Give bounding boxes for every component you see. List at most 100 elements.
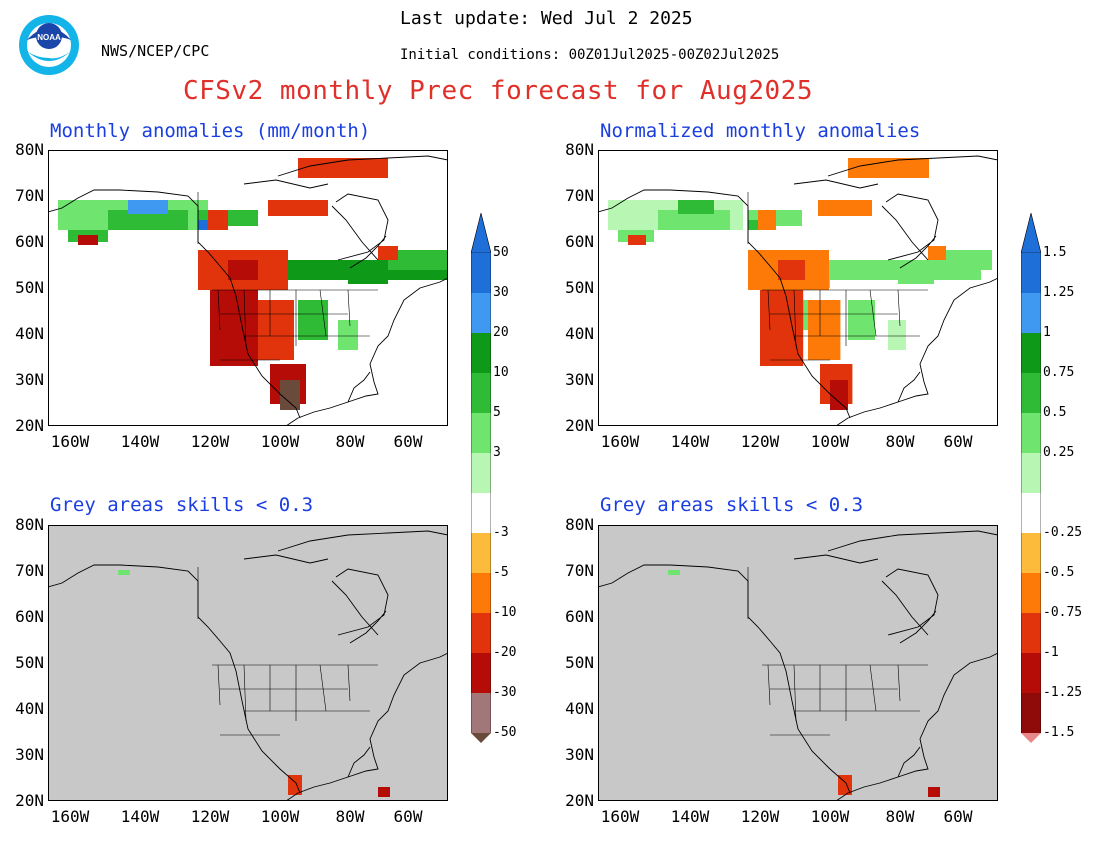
colorbar-segment	[471, 533, 491, 573]
colorbar-segment	[471, 413, 491, 453]
lat-tick-label: 20N	[565, 416, 594, 435]
dry-anomaly-patch	[808, 300, 841, 360]
skill-patch	[928, 787, 940, 797]
wet-anomaly-patch	[938, 250, 992, 270]
wet-anomaly-patch	[128, 200, 168, 214]
lat-tick-label: 50N	[565, 653, 594, 672]
colorbar-segment	[471, 653, 491, 693]
colorbar-label: 1	[1043, 325, 1051, 340]
colorbar-label: 0.75	[1043, 365, 1075, 380]
initial-conditions: Initial conditions: 00Z01Jul2025-00Z02Ju…	[400, 47, 780, 63]
colorbar-arrow-bottom	[471, 733, 491, 743]
colorbar-segment	[471, 693, 491, 733]
colorbar-anomalies	[471, 213, 491, 743]
wet-anomaly-patch	[678, 200, 714, 214]
colorbar-label: 0.5	[1043, 405, 1067, 420]
lat-tick-label: 80N	[15, 140, 44, 159]
dry-anomaly-patch	[210, 290, 258, 366]
lat-tick-label: 80N	[565, 140, 594, 159]
lat-tick-label: 50N	[15, 653, 44, 672]
lon-tick-label: 100W	[810, 807, 850, 826]
dry-anomaly-patch	[298, 158, 388, 178]
colorbar-label: -1.25	[1043, 685, 1083, 700]
colorbar-segment	[1021, 493, 1041, 533]
colorbar-label: 50	[493, 245, 509, 260]
colorbar-segment	[1021, 293, 1041, 333]
colorbar-label: -0.75	[1043, 605, 1083, 620]
colorbar-label: -5	[493, 565, 509, 580]
colorbar-segment	[471, 333, 491, 373]
wet-anomaly-patch	[898, 270, 934, 284]
colorbar-label: 5	[493, 405, 501, 420]
dry-anomaly-patch	[268, 200, 328, 216]
colorbar-segment	[471, 453, 491, 493]
lat-tick-label: 40N	[565, 324, 594, 343]
lat-tick-label: 30N	[565, 745, 594, 764]
page-title: CFSv2 monthly Prec forecast for Aug2025	[183, 76, 813, 106]
wet-anomaly-patch	[298, 300, 328, 340]
lon-tick-label: 100W	[260, 432, 300, 451]
lat-tick-label: 80N	[15, 515, 44, 534]
lat-tick-label: 40N	[15, 324, 44, 343]
lat-tick-label: 70N	[15, 186, 44, 205]
lon-tick-label: 120W	[740, 432, 780, 451]
colorbar-segment	[1021, 653, 1041, 693]
lat-tick-label: 30N	[565, 370, 594, 389]
skill-patch	[668, 570, 680, 575]
colorbar-segment	[471, 293, 491, 333]
lon-tick-label: 160W	[600, 432, 640, 451]
panel-title-skill-left: Grey areas skills < 0.3	[50, 494, 314, 516]
wet-anomaly-patch	[658, 210, 730, 230]
lon-tick-label: 160W	[600, 807, 640, 826]
colorbar-label: -0.5	[1043, 565, 1075, 580]
colorbar-label: -3	[493, 525, 509, 540]
colorbar-label: 30	[493, 285, 509, 300]
logo-text: NOAA	[37, 33, 61, 42]
colorbar-normalized	[1021, 213, 1041, 743]
colorbar-label: -30	[493, 685, 517, 700]
dry-anomaly-patch	[760, 290, 804, 366]
lon-tick-label: 100W	[810, 432, 850, 451]
lat-tick-label: 40N	[565, 699, 594, 718]
colorbar-label: -50	[493, 725, 517, 740]
skill-patch	[378, 787, 390, 797]
colorbar-label: 0.25	[1043, 445, 1075, 460]
dry-anomaly-patch	[228, 260, 258, 280]
wet-anomaly-patch	[748, 220, 766, 230]
lat-tick-label: 60N	[15, 232, 44, 251]
colorbar-segment	[1021, 453, 1041, 493]
lon-tick-label: 100W	[260, 807, 300, 826]
lat-tick-label: 50N	[15, 278, 44, 297]
noaa-logo: NOAA	[19, 15, 79, 75]
wet-anomaly-patch	[108, 210, 188, 230]
colorbar-label: 20	[493, 325, 509, 340]
lat-tick-label: 70N	[565, 561, 594, 580]
lon-tick-label: 120W	[190, 432, 230, 451]
colorbar-label: -0.25	[1043, 525, 1083, 540]
dry-anomaly-patch	[208, 210, 228, 230]
lon-tick-label: 120W	[740, 807, 780, 826]
colorbar-label: 10	[493, 365, 509, 380]
dry-anomaly-patch	[778, 260, 805, 280]
lat-tick-label: 20N	[15, 791, 44, 810]
colorbar-segment	[1021, 413, 1041, 453]
dry-anomaly-patch	[818, 200, 872, 216]
lon-tick-label: 160W	[50, 807, 90, 826]
colorbar-label: 3	[493, 445, 501, 460]
colorbar-arrow-bottom	[1021, 733, 1041, 743]
lon-tick-label: 60W	[943, 807, 973, 826]
lat-tick-label: 20N	[565, 791, 594, 810]
map-anomalies	[48, 150, 448, 426]
lon-tick-label: 140W	[670, 432, 710, 451]
panel-title-skill-right: Grey areas skills < 0.3	[600, 494, 864, 516]
colorbar-segment	[1021, 613, 1041, 653]
colorbar-segment	[471, 613, 491, 653]
wet-anomaly-patch	[848, 300, 875, 340]
lat-tick-label: 70N	[565, 186, 594, 205]
map-normalized	[598, 150, 998, 426]
colorbar-segment	[1021, 573, 1041, 613]
colorbar-segment	[471, 373, 491, 413]
map-skill-mask-left	[48, 525, 448, 801]
lat-tick-label: 50N	[565, 278, 594, 297]
lat-tick-label: 40N	[15, 699, 44, 718]
